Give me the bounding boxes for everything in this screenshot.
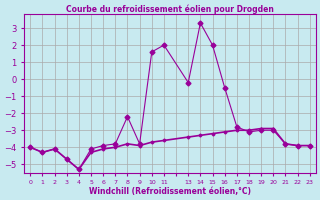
- Title: Courbe du refroidissement éolien pour Drogden: Courbe du refroidissement éolien pour Dr…: [66, 4, 274, 14]
- X-axis label: Windchill (Refroidissement éolien,°C): Windchill (Refroidissement éolien,°C): [89, 187, 251, 196]
